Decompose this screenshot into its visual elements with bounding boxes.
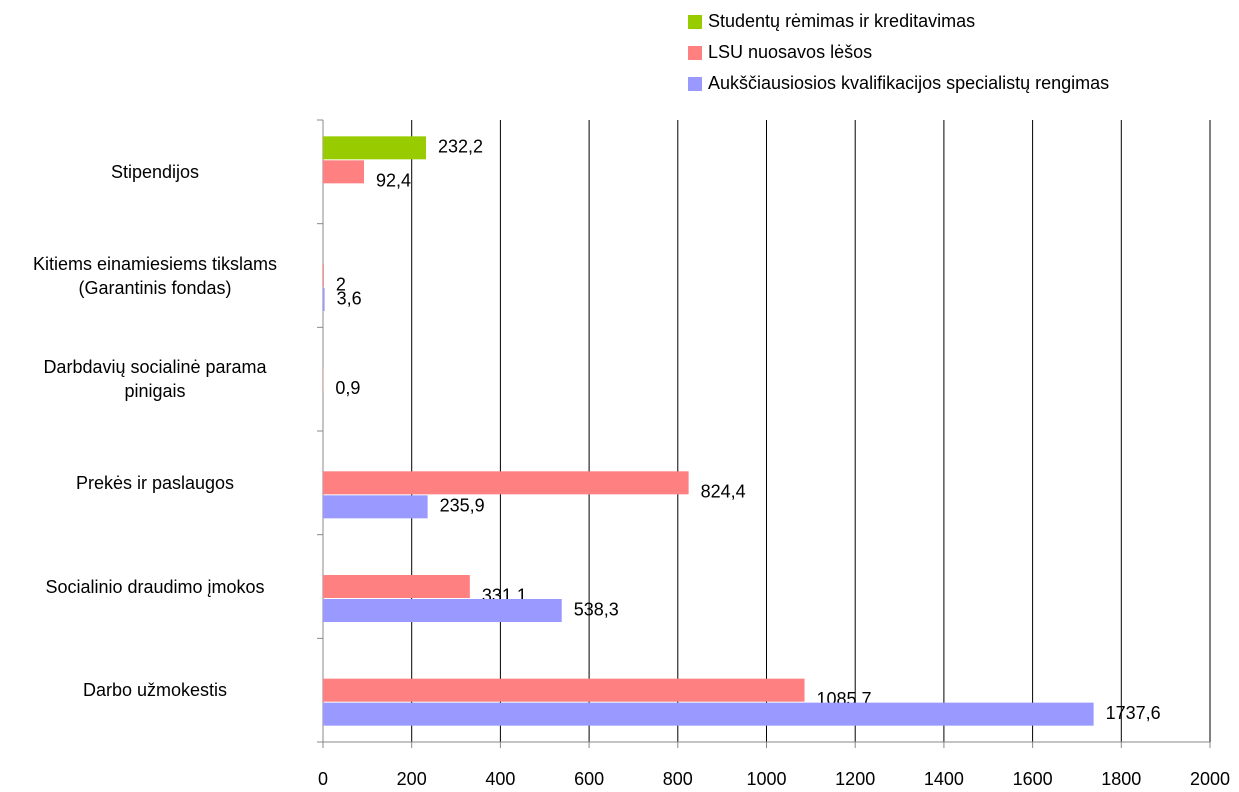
- x-tick-label: 1400: [924, 769, 964, 789]
- legend-label: Studentų rėmimas ir kreditavimas: [708, 11, 975, 31]
- bar: [323, 288, 325, 311]
- data-label: 232,2: [438, 137, 483, 157]
- data-label: 0,9: [335, 378, 360, 398]
- y-tick-label: Stipendijos: [110, 161, 200, 182]
- legend-label: Aukščiausiosios kvalifikacijos specialis…: [708, 73, 1109, 93]
- legend-swatch: [688, 46, 702, 60]
- x-tick-label: 200: [397, 769, 427, 789]
- y-tick-label: Prekės ir paslaugos: [75, 472, 235, 493]
- bar: [323, 264, 324, 287]
- bar: [323, 495, 428, 519]
- y-tick-label: Darbo užmokestis: [82, 680, 228, 701]
- legend-label: LSU nuosavos lėšos: [708, 42, 872, 62]
- x-tick-label: 1800: [1101, 769, 1141, 789]
- x-tick-label: 1600: [1013, 769, 1053, 789]
- y-tick-label: Socialinio draudimo įmokos: [45, 576, 265, 597]
- data-label: 3,6: [337, 288, 362, 308]
- x-tick-label: 2000: [1190, 769, 1230, 789]
- x-tick-label: 800: [663, 769, 693, 789]
- data-label: 824,4: [701, 482, 746, 502]
- data-label: 2: [336, 274, 346, 294]
- x-tick-label: 1200: [835, 769, 875, 789]
- data-label: 1737,6: [1106, 703, 1161, 723]
- y-tick-label: Kitiems einamiesiems tikslams (Garantini…: [32, 253, 278, 298]
- bar: [323, 599, 562, 622]
- data-label: 235,9: [440, 496, 485, 516]
- legend-swatch: [688, 15, 702, 29]
- y-tick-label: Darbdavių socialinė parama pinigais: [43, 357, 267, 402]
- bar: [323, 702, 1094, 726]
- bar: [323, 160, 364, 184]
- x-tick-label: 0: [318, 769, 328, 789]
- x-tick-label: 400: [485, 769, 515, 789]
- x-tick-label: 1000: [746, 769, 786, 789]
- bar: [323, 136, 426, 160]
- data-label: 538,3: [574, 599, 619, 619]
- bar: [323, 471, 689, 495]
- data-label: 92,4: [376, 171, 411, 191]
- bar: [323, 575, 470, 598]
- legend-swatch: [688, 77, 702, 91]
- bar: [323, 678, 805, 702]
- x-tick-label: 600: [574, 769, 604, 789]
